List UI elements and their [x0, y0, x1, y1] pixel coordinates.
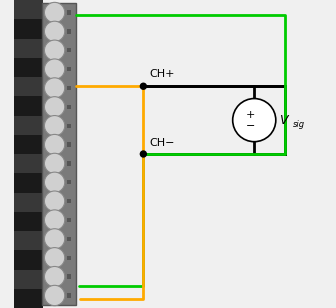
Bar	[14, 19, 43, 38]
Circle shape	[44, 266, 65, 287]
Bar	[14, 96, 43, 116]
Bar	[14, 289, 43, 308]
Text: +: +	[246, 110, 255, 120]
Circle shape	[44, 40, 65, 60]
Circle shape	[44, 210, 65, 230]
Text: −: −	[246, 121, 255, 131]
Bar	[14, 135, 43, 154]
Bar	[14, 192, 43, 212]
Bar	[67, 29, 71, 34]
Circle shape	[233, 99, 276, 142]
Bar	[67, 105, 71, 109]
Bar	[14, 250, 43, 270]
Bar	[14, 173, 43, 192]
Bar	[67, 218, 71, 222]
Bar	[14, 231, 43, 250]
Bar	[14, 116, 43, 135]
Bar	[42, 3, 76, 305]
Circle shape	[44, 116, 65, 136]
Bar	[14, 212, 43, 231]
Bar	[14, 38, 43, 58]
Bar	[14, 154, 43, 173]
Circle shape	[44, 59, 65, 79]
Circle shape	[44, 2, 65, 23]
Circle shape	[44, 134, 65, 155]
Text: CH−: CH−	[150, 139, 175, 148]
Bar	[67, 10, 71, 15]
Bar	[14, 270, 43, 289]
Bar	[67, 237, 71, 241]
Circle shape	[44, 153, 65, 174]
Circle shape	[44, 229, 65, 249]
Bar	[67, 142, 71, 147]
Bar	[67, 86, 71, 90]
Bar	[67, 199, 71, 203]
Circle shape	[44, 21, 65, 42]
Circle shape	[44, 172, 65, 192]
Circle shape	[44, 191, 65, 211]
Circle shape	[140, 150, 147, 158]
Bar	[67, 67, 71, 71]
Text: sig: sig	[293, 120, 305, 129]
Circle shape	[44, 285, 65, 306]
Bar	[67, 124, 71, 128]
Text: V: V	[279, 114, 287, 127]
Bar	[14, 58, 43, 77]
Circle shape	[44, 97, 65, 117]
Text: CH+: CH+	[150, 69, 175, 79]
Bar	[67, 48, 71, 52]
Bar	[67, 180, 71, 184]
Bar	[67, 161, 71, 166]
Circle shape	[44, 78, 65, 98]
Circle shape	[140, 83, 147, 90]
Bar	[14, 0, 43, 19]
Bar	[67, 256, 71, 260]
Bar	[67, 293, 71, 298]
Bar	[14, 77, 43, 96]
Bar	[67, 274, 71, 279]
Circle shape	[44, 248, 65, 268]
